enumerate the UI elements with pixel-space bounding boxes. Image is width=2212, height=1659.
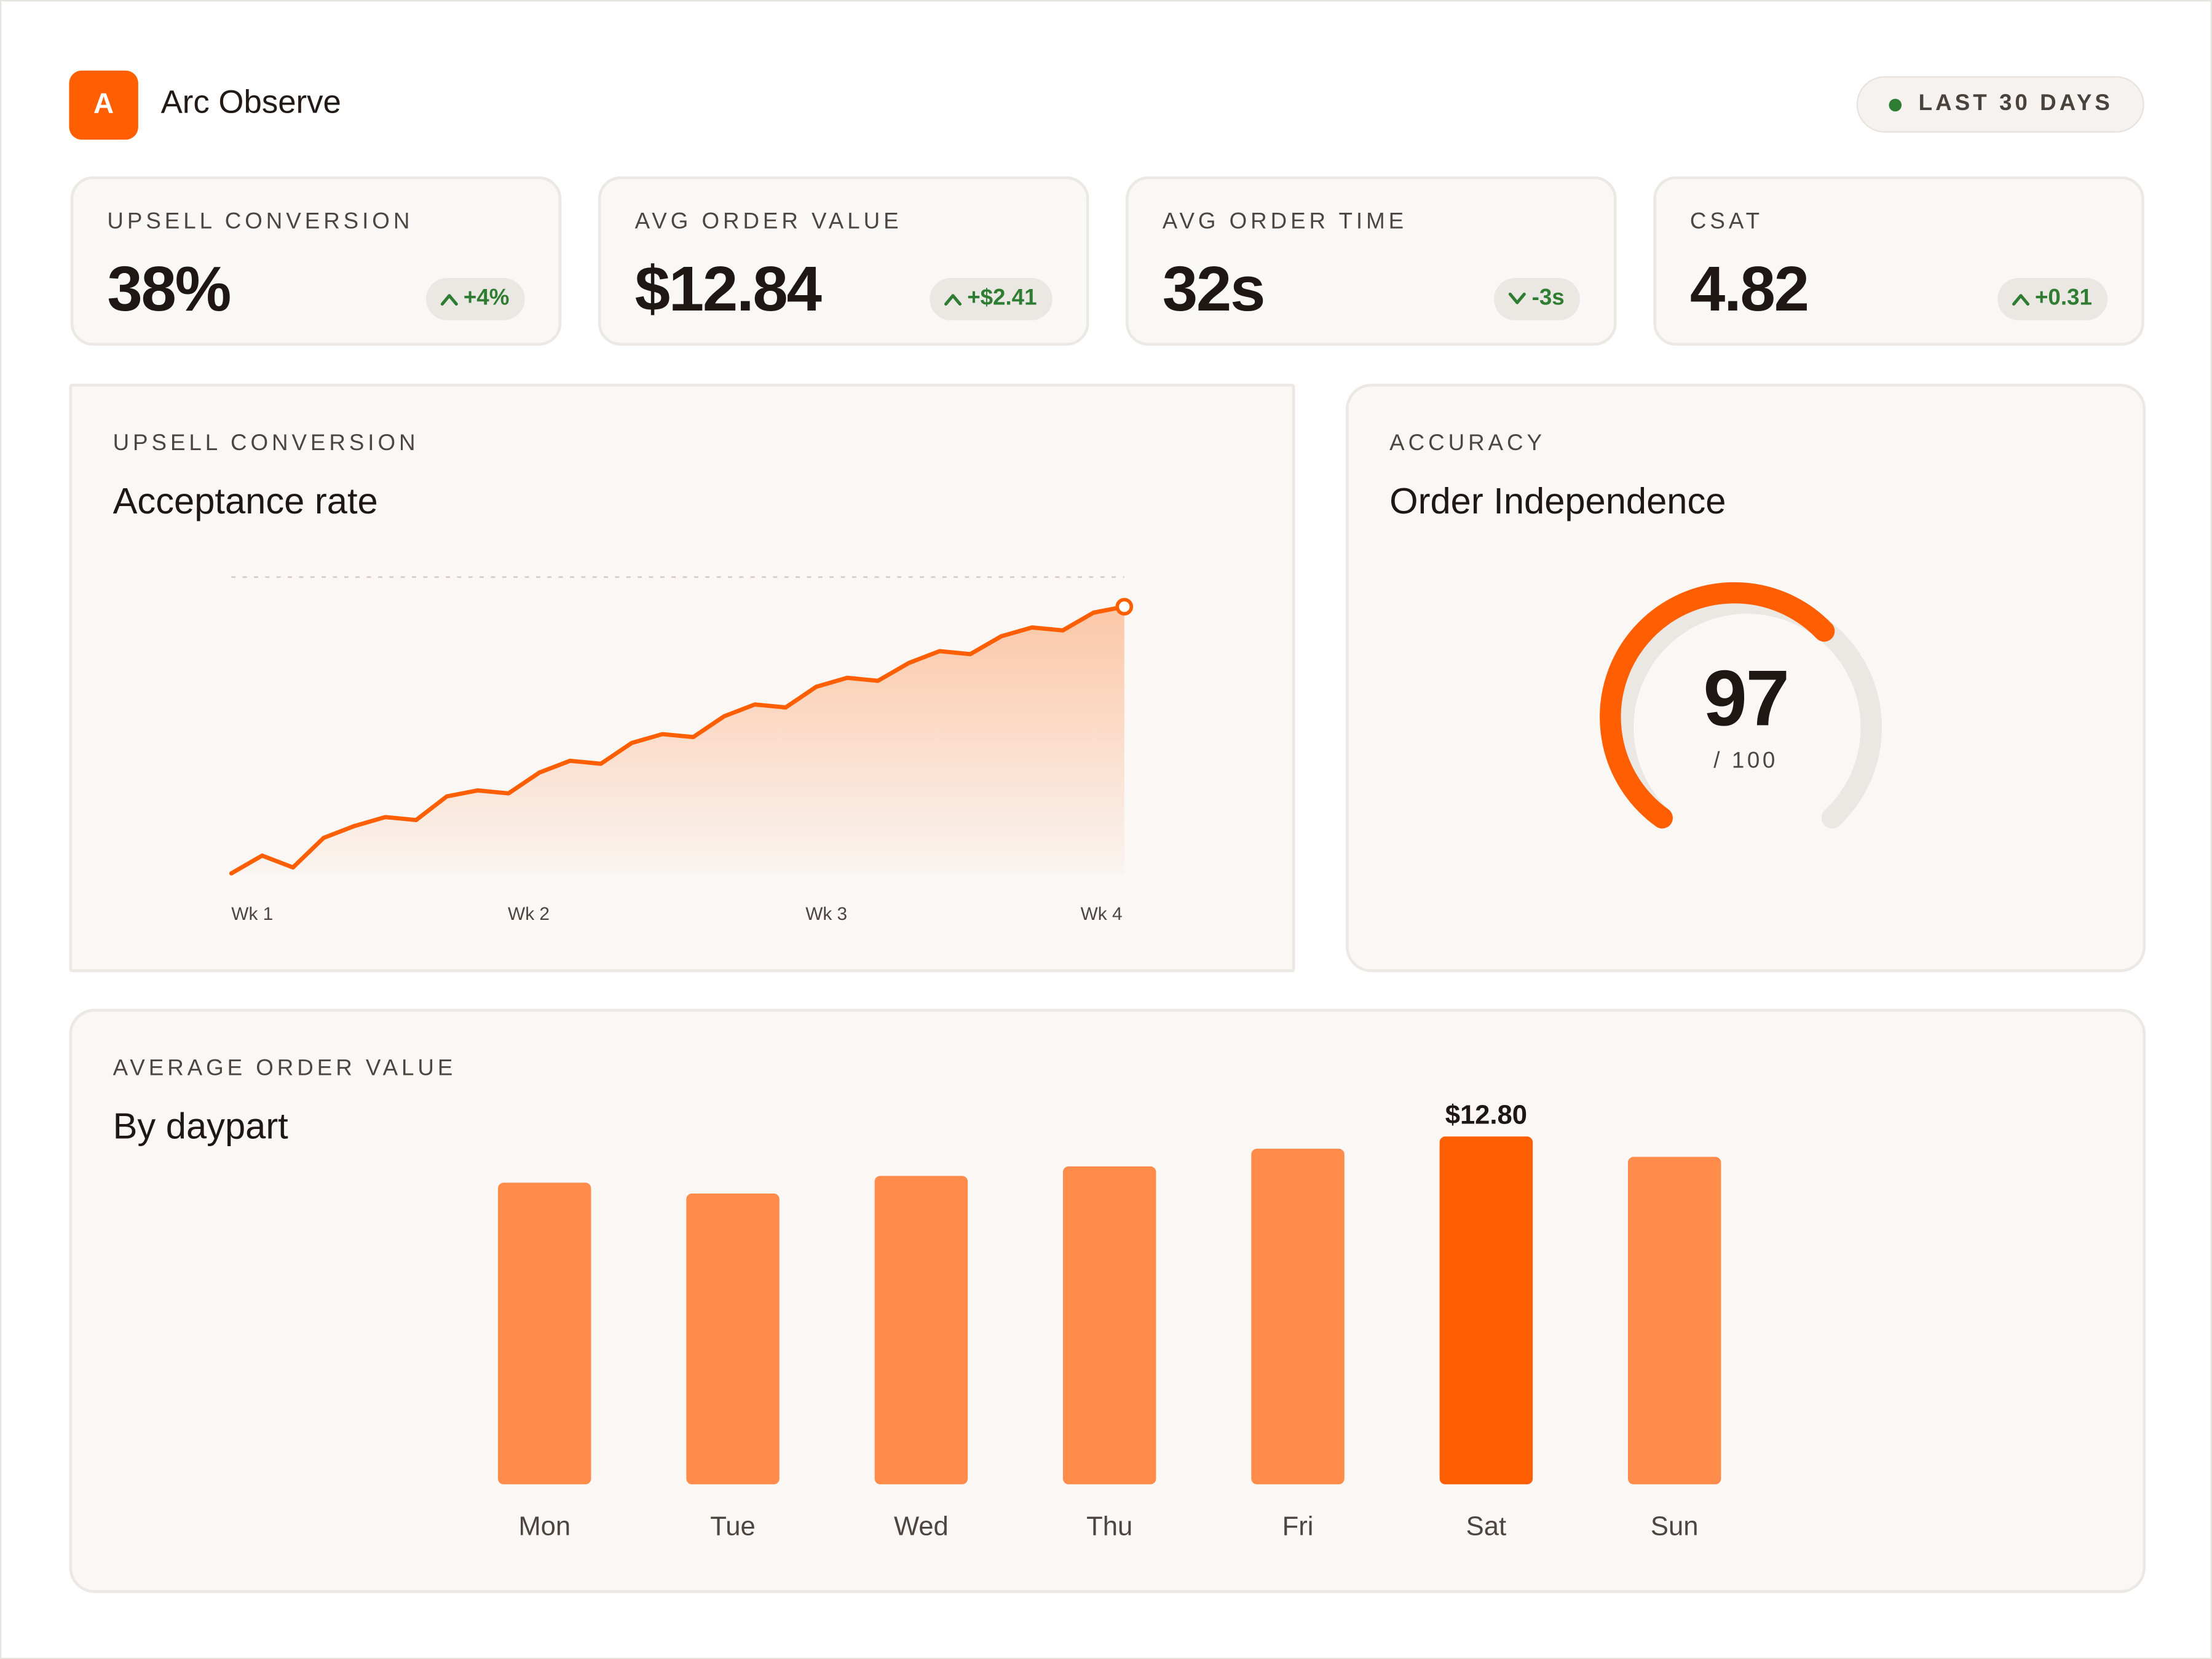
kpi-card-avg-order-value[interactable]: AVG ORDER VALUE $12.84 +$2.41 [598, 176, 1089, 346]
category-label: Sun [1651, 1512, 1699, 1542]
kpi-label: AVG ORDER TIME [1162, 210, 1408, 234]
live-status-dot [1889, 98, 1902, 111]
panel-title: Acceptance rate [113, 480, 378, 523]
x-tick-label: Wk 1 [231, 904, 273, 924]
kpi-delta-text: +$2.41 [967, 286, 1037, 311]
bar-value-label: $12.80 [1445, 1101, 1527, 1130]
kpi-label: UPSELL CONVERSION [107, 210, 414, 234]
kpi-value: 32s [1162, 252, 1266, 325]
category-label: Fri [1282, 1512, 1314, 1542]
acceptance-rate-panel: UPSELL CONVERSION Acceptance rate Wk 1 Wk… [69, 384, 1295, 972]
arrow-down-icon [1508, 292, 1526, 304]
kpi-card-upsell-conversion[interactable]: UPSELL CONVERSION 38% +4% [70, 176, 562, 346]
daypart-bar-chart: Mon Tue Wed Thu Fri Sat $12.80 Sun [497, 1101, 1721, 1542]
bar-sun [1627, 1157, 1721, 1484]
category-label: Thu [1086, 1512, 1132, 1542]
kpi-delta-badge: -3s [1493, 278, 1580, 320]
app-title: Arc Observe [160, 83, 341, 121]
kpi-delta-text: +4% [463, 286, 510, 311]
arrow-up-icon [944, 294, 962, 306]
date-range-selector[interactable]: LAST 30 DAYS [1856, 76, 2144, 133]
latest-point [1115, 598, 1134, 616]
kpi-value: 38% [107, 252, 231, 325]
bar-thu [1062, 1166, 1156, 1484]
kpi-delta-badge: +0.31 [1997, 278, 2108, 320]
category-label: Mon [518, 1512, 571, 1542]
order-value-by-daypart-panel: AVERAGE ORDER VALUE By daypart Mon Tue Wed… [69, 1008, 2146, 1593]
kpi-label: CSAT [1689, 210, 1763, 234]
x-tick-label: Wk 2 [508, 904, 550, 924]
x-tick-label: Wk 4 [1081, 904, 1123, 924]
kpi-value: $12.84 [634, 252, 822, 325]
bar-wed [874, 1176, 968, 1484]
category-label: Tue [710, 1512, 755, 1542]
kpi-label: AVG ORDER VALUE [634, 210, 903, 234]
bar-sat [1439, 1136, 1533, 1484]
kpi-delta-badge: +4% [425, 278, 525, 320]
panel-title: Order Independence [1389, 480, 1726, 523]
order-independence-panel: ACCURACY Order Independence 97 / 100 [1346, 384, 2146, 972]
area-fill [231, 606, 1124, 874]
series-line [229, 604, 1127, 876]
date-range-label: LAST 30 DAYS [1918, 92, 2113, 116]
gauge-fill [1600, 582, 1835, 829]
x-tick-label: Wk 3 [805, 904, 847, 924]
arrow-up-icon [440, 294, 457, 306]
app-logo[interactable]: A [69, 70, 138, 140]
arrow-up-icon [2011, 294, 2029, 306]
panel-label: UPSELL CONVERSION [113, 432, 419, 456]
panel-title: By daypart [113, 1104, 288, 1147]
bar-mon [497, 1182, 591, 1484]
category-label: Wed [894, 1512, 949, 1542]
kpi-delta-text: +0.31 [2034, 286, 2092, 311]
gauge-value: 97 [1703, 653, 1790, 742]
bar-tue [686, 1194, 780, 1484]
kpi-value: 4.82 [1689, 252, 1809, 325]
kpi-card-avg-order-time[interactable]: AVG ORDER TIME 32s -3s [1126, 176, 1617, 346]
panel-label: ACCURACY [1389, 432, 1546, 456]
kpi-card-csat[interactable]: CSAT 4.82 +0.31 [1653, 176, 2144, 346]
category-label: Sat [1466, 1512, 1506, 1542]
kpi-delta-badge: +$2.41 [929, 278, 1053, 320]
accuracy-gauge [1600, 582, 1882, 829]
kpi-delta-text: -3s [1531, 286, 1565, 311]
logo-letter: A [93, 89, 114, 121]
bar-fri [1251, 1149, 1345, 1484]
gauge-max: / 100 [1713, 749, 1778, 774]
acceptance-rate-chart: Wk 1 Wk 2 Wk 3 Wk 4 [229, 576, 1134, 924]
panel-label: AVERAGE ORDER VALUE [113, 1056, 457, 1081]
